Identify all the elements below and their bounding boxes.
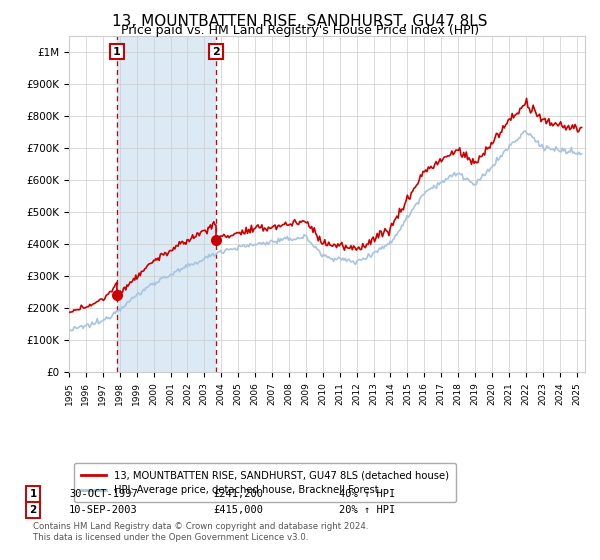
- Text: 10-SEP-2003: 10-SEP-2003: [69, 505, 138, 515]
- Legend: 13, MOUNTBATTEN RISE, SANDHURST, GU47 8LS (detached house), HPI: Average price, : 13, MOUNTBATTEN RISE, SANDHURST, GU47 8L…: [74, 463, 456, 502]
- Text: 2: 2: [212, 46, 220, 57]
- Bar: [117, 36, 216, 372]
- Text: £241,200: £241,200: [213, 489, 263, 499]
- Text: 1: 1: [29, 489, 37, 499]
- Text: 2: 2: [29, 505, 37, 515]
- Text: £415,000: £415,000: [213, 505, 263, 515]
- Text: 40% ↑ HPI: 40% ↑ HPI: [339, 489, 395, 499]
- Text: Contains HM Land Registry data © Crown copyright and database right 2024.: Contains HM Land Registry data © Crown c…: [33, 522, 368, 531]
- Text: Price paid vs. HM Land Registry's House Price Index (HPI): Price paid vs. HM Land Registry's House …: [121, 24, 479, 37]
- Text: 30-OCT-1997: 30-OCT-1997: [69, 489, 138, 499]
- Text: This data is licensed under the Open Government Licence v3.0.: This data is licensed under the Open Gov…: [33, 533, 308, 542]
- Text: 20% ↑ HPI: 20% ↑ HPI: [339, 505, 395, 515]
- Text: 1: 1: [113, 46, 121, 57]
- Text: 13, MOUNTBATTEN RISE, SANDHURST, GU47 8LS: 13, MOUNTBATTEN RISE, SANDHURST, GU47 8L…: [112, 14, 488, 29]
